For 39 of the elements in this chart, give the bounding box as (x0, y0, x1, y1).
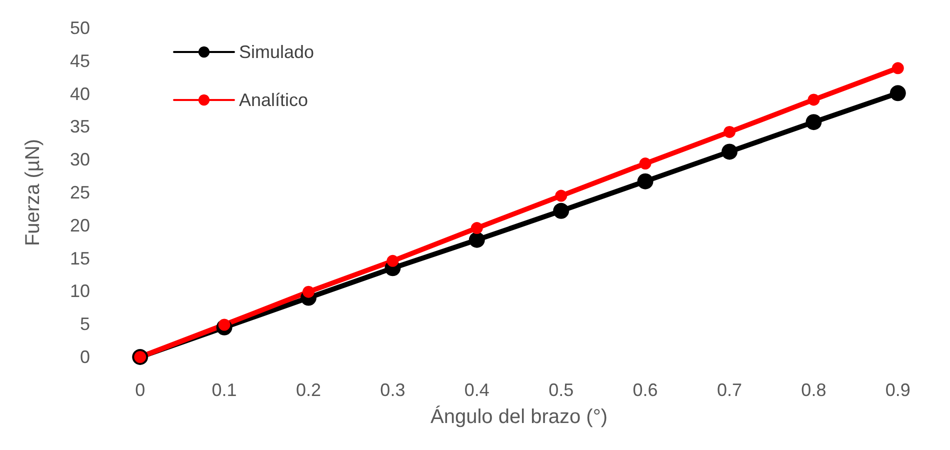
point (722, 144, 738, 160)
x-tick-label: 0.3 (380, 380, 406, 400)
x-tick-label: 0.5 (548, 380, 574, 400)
point (555, 190, 568, 202)
x-tick-label: 0.8 (801, 380, 826, 400)
x-tick-label: 0.9 (885, 380, 910, 400)
point (724, 126, 736, 138)
point (806, 114, 822, 130)
y-tick-label: 35 (70, 116, 90, 137)
x-tick-label: 0.2 (296, 380, 322, 400)
x-axis-title: Ángulo del brazo (°) (430, 405, 608, 428)
y-tick-label: 25 (70, 182, 90, 202)
x-tick-label: 0.6 (632, 380, 658, 400)
y-tick-label: 15 (70, 248, 90, 268)
legend-label: Simulado (239, 42, 314, 62)
y-tick-label: 40 (70, 84, 90, 104)
y-tick-label: 0 (80, 347, 90, 367)
point (386, 254, 399, 267)
x-tick-label: 0.7 (716, 380, 742, 400)
x-tick-label: 0.1 (212, 380, 237, 400)
x-tick-label: 0.4 (464, 380, 490, 400)
point (637, 173, 654, 190)
point (639, 158, 652, 170)
point (468, 232, 485, 248)
y-tick-label: 50 (70, 18, 90, 38)
point (808, 94, 820, 106)
y-tick-label: 5 (80, 314, 90, 334)
y-tick-label: 45 (70, 50, 90, 71)
point (890, 85, 906, 102)
legend-label: Analítico (239, 90, 308, 110)
point (470, 222, 483, 234)
x-tick-label: 0 (135, 380, 146, 400)
point (892, 62, 904, 74)
y-tick-label: 30 (70, 150, 90, 170)
point (302, 286, 314, 298)
y-axis-title: Fuerza (µN) (22, 138, 44, 246)
y-tick-label: 10 (70, 281, 90, 302)
point (553, 202, 570, 219)
y-tick-label: 20 (70, 215, 90, 236)
